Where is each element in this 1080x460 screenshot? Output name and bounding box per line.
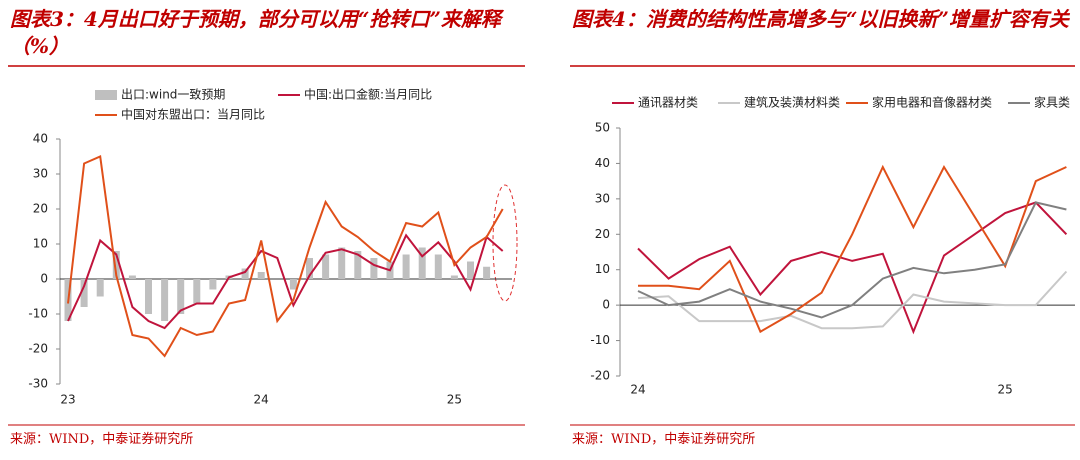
legend-label: 出口:wind一致预期 xyxy=(121,88,225,102)
bar xyxy=(370,258,378,279)
bar xyxy=(193,279,201,304)
bar xyxy=(145,279,152,314)
line-series xyxy=(637,201,1068,335)
y-tick-label: -10 xyxy=(590,333,610,347)
bar xyxy=(209,279,217,290)
bar xyxy=(338,247,346,279)
bar xyxy=(289,279,297,290)
y-tick-label: 20 xyxy=(595,227,610,241)
chart-title: 图表3：4月出口好于预期，部分可以用“抢转口”来解释（%） xyxy=(10,7,501,58)
legend-label: 中国对东盟出口：当月同比 xyxy=(121,107,265,122)
line-series xyxy=(637,270,1068,330)
y-tick-label: -10 xyxy=(28,307,48,321)
bar xyxy=(96,279,104,297)
bar xyxy=(257,272,265,279)
y-tick-label: 20 xyxy=(33,202,48,216)
legend-label: 建筑及装潢材料类 xyxy=(744,95,840,110)
line-series xyxy=(67,155,504,358)
legend-label: 家用电器和音像器材类 xyxy=(872,95,992,110)
bar xyxy=(161,279,169,321)
bar xyxy=(306,258,313,279)
bar xyxy=(80,279,88,307)
bar xyxy=(402,254,410,279)
x-tick-label: 25 xyxy=(998,383,1013,397)
x-tick-label: 24 xyxy=(630,383,645,397)
line-series xyxy=(67,233,504,330)
y-tick-label: 0 xyxy=(602,298,610,312)
y-tick-label: -20 xyxy=(28,342,48,356)
bar xyxy=(483,266,491,279)
bar xyxy=(322,254,330,279)
legend-label: 通讯器材类 xyxy=(638,96,698,110)
y-tick-label: 30 xyxy=(595,191,610,205)
y-tick-label: 40 xyxy=(33,132,48,146)
bar xyxy=(434,254,442,279)
y-tick-label: 40 xyxy=(595,156,610,170)
source: 来源：WIND，中泰证券研究所 xyxy=(572,432,756,447)
source: 来源：WIND，中泰证券研究所 xyxy=(10,432,194,447)
y-tick-label: 0 xyxy=(40,272,48,286)
bar xyxy=(450,275,458,279)
bar xyxy=(241,268,249,279)
legend-label: 家具类 xyxy=(1034,95,1070,110)
bar xyxy=(177,279,185,314)
y-tick-label: 30 xyxy=(33,167,48,181)
line-series xyxy=(638,164,1067,334)
y-tick-label: 10 xyxy=(595,262,610,276)
legend-label: 中国:出口金额:当月同比 xyxy=(304,87,432,102)
y-tick-label: 50 xyxy=(595,121,610,135)
x-tick-label: 24 xyxy=(254,393,269,407)
highlight-ellipse xyxy=(492,184,518,302)
y-tick-label: -20 xyxy=(590,369,610,383)
y-tick-label: -30 xyxy=(28,377,48,391)
chart-title: 图表4：消费的结构性高增多与“以旧换新”增量扩容有关 xyxy=(572,7,1069,31)
x-tick-label: 25 xyxy=(447,393,462,407)
x-tick-label: 23 xyxy=(60,393,75,407)
bar xyxy=(354,251,362,279)
bar xyxy=(418,247,426,279)
bar xyxy=(128,275,136,279)
bar xyxy=(112,251,120,279)
legend-swatch xyxy=(95,90,117,100)
line-series xyxy=(637,201,1067,319)
y-tick-label: 10 xyxy=(33,237,48,251)
bar xyxy=(467,261,474,279)
